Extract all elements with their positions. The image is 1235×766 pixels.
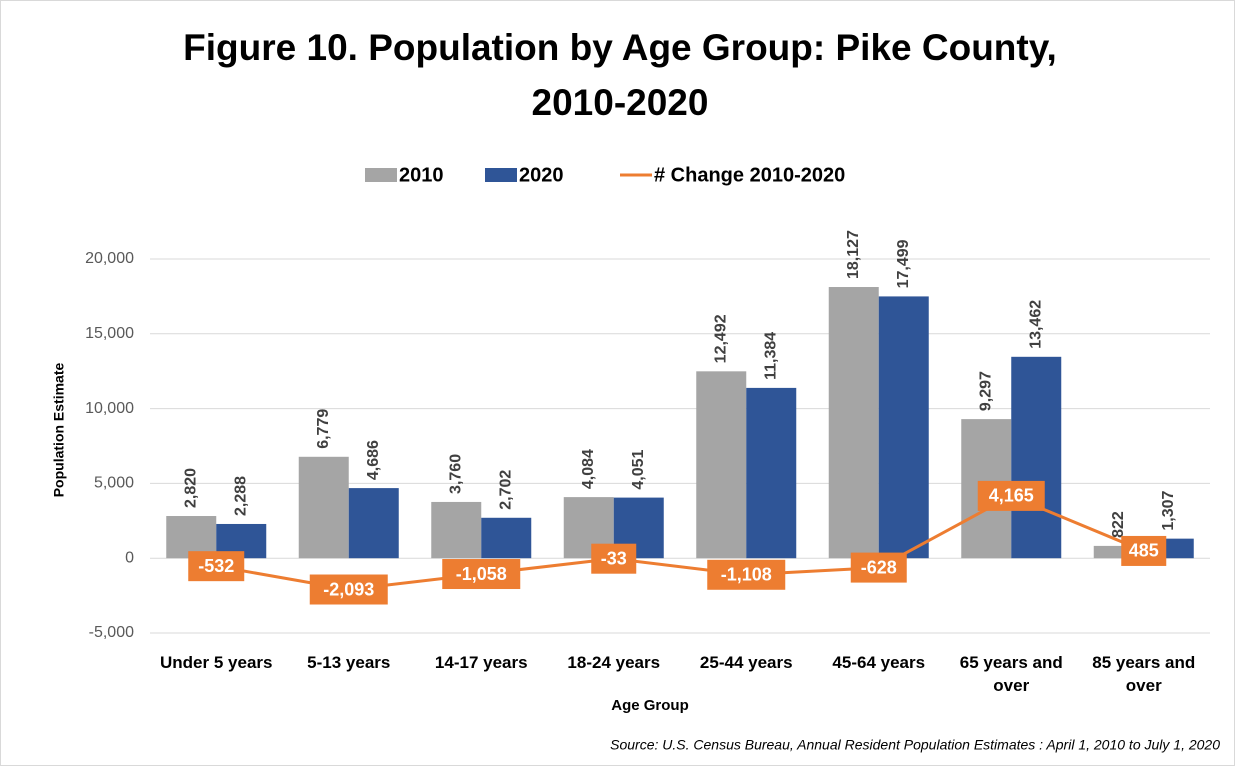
legend-label: 2010 [399,164,444,186]
bar-value-label: 12,492 [712,314,729,363]
line-label-box [309,574,388,605]
bar [348,488,399,559]
bar-value-label: 4,686 [365,440,382,480]
bar-value-label: 2,702 [497,470,514,510]
bar [878,296,929,559]
chart-title: Figure 10. Population by Age Group: Pike… [183,27,1057,123]
line-value-label: -1,108 [721,565,772,585]
line-value-label: -33 [601,548,627,568]
line-value-label: 4,165 [989,486,1034,506]
bar-value-label: 4,051 [630,449,647,489]
bar [431,501,482,559]
line-label-box [442,559,521,590]
line-label-box [977,480,1045,511]
y-tick-label: -5,000 [89,624,134,641]
legend-label: 2020 [519,164,564,186]
bar [1011,356,1062,559]
line-label-box [850,552,907,583]
x-tick-label: 18-24 years [567,653,661,672]
y-tick-label: 10,000 [85,400,134,417]
y-axis-label: Population Estimate [51,363,67,498]
bar-value-label: 2,288 [232,476,249,516]
y-tick-label: 15,000 [85,325,134,342]
x-tick-label: Under 5 years [160,653,273,672]
line-label-box [591,543,637,574]
y-tick-label: 20,000 [85,250,134,267]
x-tick-label: 25-44 years [699,653,793,672]
bar-value-label: 6,779 [315,409,332,449]
bar [696,371,747,559]
bar-value-label: 4,084 [580,449,597,489]
line-value-label: 485 [1129,541,1159,561]
legend-swatch [365,168,397,182]
y-tick-label: 0 [125,549,134,566]
x-tick-label: 65 years and over [959,653,1063,695]
x-tick-label: 85 years and over [1092,653,1196,695]
bar-value-label: 2,820 [182,468,199,508]
bar [298,456,349,559]
source-note: Source: U.S. Census Bureau, Annual Resid… [610,737,1220,753]
line-value-label: -2,093 [323,579,374,599]
line-label-box [1121,535,1167,566]
line-label-box [707,559,786,590]
line-value-label: -628 [861,557,897,577]
line-value-label: -532 [198,556,234,576]
bar-value-label: 1,307 [1160,491,1177,531]
bar [746,387,797,559]
line-value-label: -1,058 [456,564,507,584]
legend-swatch [485,168,517,182]
line-label-box [188,551,245,582]
bar-value-label: 13,462 [1027,300,1044,349]
y-tick-label: 5,000 [94,475,134,492]
bar-value-label: 11,384 [762,332,779,380]
x-tick-label: 14-17 years [434,653,528,672]
legend-label: # Change 2010-2020 [654,164,845,186]
x-tick-label: 5-13 years [307,653,391,672]
bar-value-label: 822 [1110,511,1127,538]
bar-value-label: 9,297 [977,371,994,411]
bar-value-label: 17,499 [895,239,912,288]
x-tick-label: 45-64 years [832,653,926,672]
bar-value-label: 18,127 [845,230,862,279]
x-axis-label: Age Group [611,697,689,714]
bar [481,517,532,559]
bar-value-label: 3,760 [447,454,464,494]
bar [828,287,879,559]
